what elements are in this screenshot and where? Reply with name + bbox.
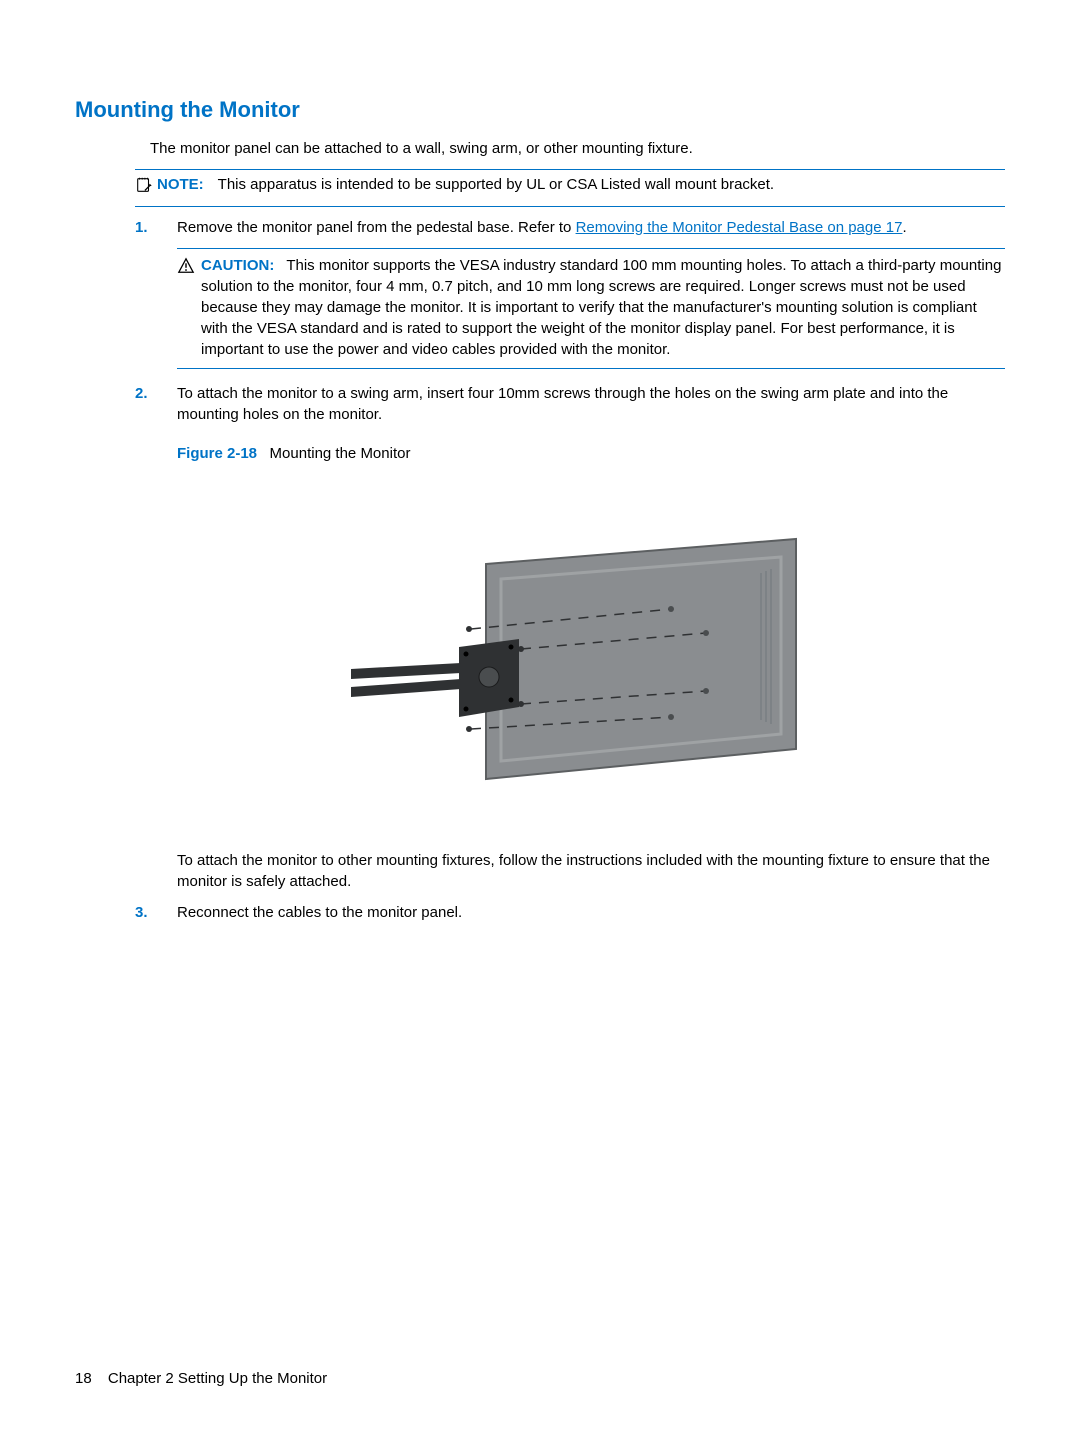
note-icon (135, 176, 155, 200)
step-1-text-after: . (902, 219, 906, 236)
page-number: 18 (75, 1370, 92, 1387)
figure-label: Figure 2-18 (177, 445, 257, 462)
caution-label: CAUTION: (201, 257, 274, 274)
step-1: 1. Remove the monitor panel from the ped… (135, 207, 1005, 242)
step-1-text-before: Remove the monitor panel from the pedest… (177, 219, 576, 236)
intro-paragraph: The monitor panel can be attached to a w… (150, 138, 1005, 159)
caution-callout: CAUTION:This monitor supports the VESA i… (177, 248, 1005, 369)
page-footer: 18 Chapter 2 Setting Up the Monitor (75, 1368, 327, 1389)
figure-caption: Figure 2-18 Mounting the Monitor (177, 443, 1005, 464)
step-number: 1. (135, 217, 177, 238)
figure-2-18 (177, 474, 1005, 844)
figure-caption-value: Mounting the Monitor (270, 445, 411, 462)
note-callout: NOTE: This apparatus is intended to be su… (135, 169, 1005, 207)
followup-paragraph: To attach the monitor to other mounting … (177, 850, 1005, 892)
figure-caption-text (261, 445, 269, 462)
step-number: 3. (135, 902, 177, 923)
section-heading: Mounting the Monitor (75, 95, 1005, 126)
step-body: To attach the monitor to a swing arm, in… (177, 383, 1005, 425)
step-3: 3. Reconnect the cables to the monitor p… (135, 892, 1005, 927)
step-number: 2. (135, 383, 177, 425)
step-2: 2. To attach the monitor to a swing arm,… (135, 373, 1005, 429)
mounting-monitor-diagram (351, 509, 831, 809)
link-removing-pedestal[interactable]: Removing the Monitor Pedestal Base on pa… (576, 219, 903, 236)
chapter-label: Chapter 2 Setting Up the Monitor (108, 1370, 327, 1387)
caution-text: This monitor supports the VESA industry … (201, 257, 1001, 358)
note-text: This apparatus is intended to be support… (218, 176, 774, 193)
note-label: NOTE: (157, 176, 204, 193)
caution-icon (177, 257, 197, 281)
note-body: NOTE: This apparatus is intended to be su… (157, 174, 774, 195)
step-body: Remove the monitor panel from the pedest… (177, 217, 1005, 238)
step-body: Reconnect the cables to the monitor pane… (177, 902, 1005, 923)
caution-body: CAUTION:This monitor supports the VESA i… (201, 255, 1005, 360)
